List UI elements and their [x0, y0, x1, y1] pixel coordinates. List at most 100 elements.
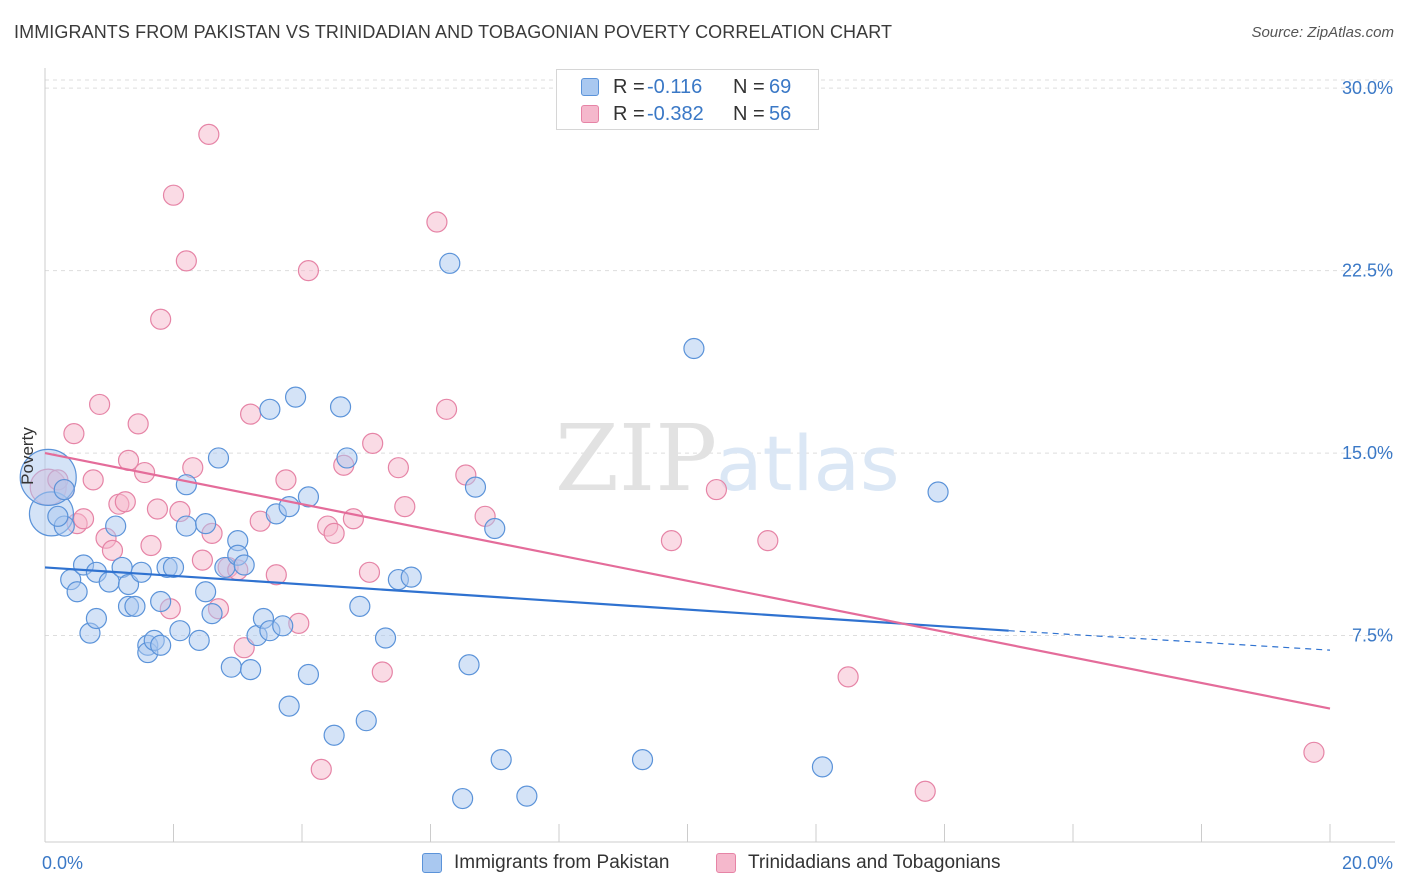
legend-label: Trinidadians and Tobagonians: [748, 852, 1001, 873]
legend-item-pakistan[interactable]: Immigrants from Pakistan: [422, 852, 669, 874]
x-tick-label: 20.0%: [1342, 853, 1393, 873]
trinidadians-point: [705, 478, 728, 501]
pakistan-point: [297, 663, 320, 686]
trinidadians-point: [275, 469, 297, 491]
pakistan-point: [272, 615, 294, 637]
trinidadians-point: [162, 184, 185, 206]
r-label: R =: [613, 75, 645, 98]
watermark-zip: ZIP: [555, 405, 717, 512]
pakistan-point: [240, 658, 262, 681]
pakistan-point: [439, 252, 461, 274]
n-value: 69: [769, 75, 792, 98]
trinidadians-point: [101, 539, 124, 561]
pakistan-point: [66, 581, 88, 603]
trinidadians-point: [358, 561, 381, 583]
pakistan-point: [355, 710, 377, 732]
pink-swatch-icon: [716, 853, 736, 873]
series-pakistan-points: [19, 252, 949, 810]
trinidadians-point: [297, 260, 320, 282]
pakistan-point: [336, 447, 358, 469]
legend-item-trinidadians[interactable]: Trinidadians and Tobagonians: [716, 852, 1000, 874]
trinidadians-point: [146, 498, 169, 520]
pakistan-point: [259, 398, 281, 420]
pakistan-point: [927, 481, 949, 503]
trinidadians-point: [114, 491, 136, 513]
trinidadians-point: [310, 758, 332, 780]
x-tick-label: 0.0%: [42, 853, 83, 873]
trinidadians-point: [198, 123, 220, 145]
trinidadians-point: [435, 398, 458, 420]
pakistan-point: [105, 515, 127, 537]
trinidadians-point: [342, 508, 364, 530]
pink-swatch-icon: [581, 105, 599, 123]
pakistan-point: [323, 724, 345, 746]
trinidadians-point: [191, 549, 214, 571]
chart-source: Source: ZipAtlas.com: [1251, 24, 1394, 41]
pakistan-point: [811, 756, 834, 778]
series-legend: Immigrants from Pakistan Trinidadians an…: [0, 850, 1406, 878]
trinidadians-point: [127, 413, 149, 435]
pakistan-point: [329, 396, 352, 418]
pakistan-point: [374, 627, 397, 649]
y-tick-label: 30.0%: [1342, 78, 1393, 98]
trinidadians-point: [1303, 741, 1325, 763]
r-label: R =: [613, 102, 645, 125]
pakistan-point: [175, 515, 197, 537]
pakistan-point: [458, 654, 480, 676]
pakistan-point: [484, 517, 506, 540]
correlation-legend: R = -0.116 N = 69 R = -0.382 N = 56: [556, 69, 819, 130]
blue-swatch-icon: [581, 78, 599, 96]
legend-row-trinidadians: R = -0.382 N = 56: [581, 102, 791, 126]
y-axis-label: Poverty: [18, 427, 37, 485]
trinidadians-point: [89, 393, 111, 416]
y-tick-label: 15.0%: [1342, 443, 1393, 463]
legend-row-pakistan: R = -0.116 N = 69: [581, 75, 791, 99]
trinidadians-trend-line: [44, 452, 1331, 710]
r-value: -0.382: [647, 102, 704, 125]
chart-title: IMMIGRANTS FROM PAKISTAN VS TRINIDADIAN …: [14, 22, 893, 42]
pakistan-point: [464, 476, 487, 498]
pakistan-point: [516, 785, 538, 807]
pakistan-trend-line: [44, 566, 1009, 632]
pakistan-point: [220, 656, 242, 678]
n-value: 56: [769, 102, 792, 125]
pakistan-point: [207, 447, 230, 469]
trinidadians-point: [323, 522, 345, 544]
trinidadians-point: [140, 534, 162, 557]
pakistan-point: [400, 566, 422, 588]
n-label: N =: [733, 75, 765, 98]
legend-label: Immigrants from Pakistan: [454, 852, 670, 873]
pakistan-point: [278, 695, 300, 717]
pakistan-point: [53, 478, 75, 501]
trinidadians-point: [757, 530, 779, 552]
y-tick-label: 22.5%: [1342, 261, 1393, 281]
pakistan-point: [124, 595, 146, 617]
trinidadians-point: [660, 530, 683, 552]
pakistan-point: [195, 513, 217, 535]
trinidadians-point: [387, 457, 409, 479]
pakistan-point: [47, 505, 69, 527]
n-label: N =: [733, 102, 765, 125]
trinidadians-point: [426, 211, 448, 233]
trend-lines: [44, 452, 1331, 710]
pakistan-point: [631, 749, 654, 771]
trinidadians-point: [150, 308, 172, 330]
pakistan-point: [233, 554, 255, 576]
pakistan-point: [201, 603, 223, 625]
trinidadians-point: [240, 403, 262, 425]
trinidadians-point: [233, 637, 255, 659]
watermark: ZIP atlas: [555, 405, 900, 512]
r-value: -0.116: [647, 75, 703, 98]
axes: [44, 68, 1395, 843]
trinidadians-point: [175, 250, 197, 272]
trinidadians-point: [394, 496, 416, 518]
pakistan-point: [150, 634, 172, 656]
axis-labels: 7.5% 15.0% 22.5% 30.0% 0.0% 20.0%: [42, 78, 1393, 873]
watermark-atlas: atlas: [716, 419, 900, 508]
trinidadians-point: [63, 423, 85, 445]
pakistan-point: [284, 386, 307, 408]
trinidadians-point: [72, 508, 95, 530]
pakistan-point: [349, 595, 371, 617]
trinidadians-point: [837, 666, 859, 688]
